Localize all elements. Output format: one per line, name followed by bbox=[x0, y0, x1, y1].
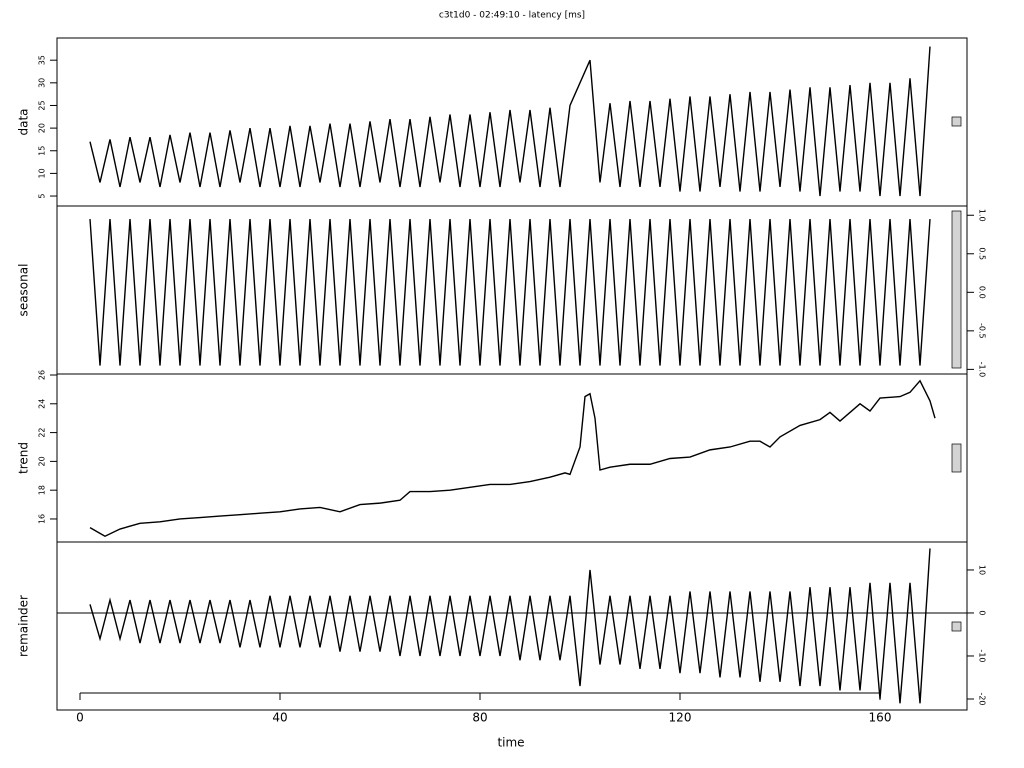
y-tick-label: 16 bbox=[38, 514, 47, 524]
y-tick-label: 20 bbox=[38, 123, 47, 133]
y-tick-label: 5 bbox=[38, 193, 47, 198]
y-axis-label: remainder bbox=[17, 595, 31, 657]
y-tick-label: -1.0 bbox=[978, 362, 987, 378]
y-tick-label: 22 bbox=[38, 427, 47, 437]
x-tick-label: 160 bbox=[869, 711, 892, 725]
data-line bbox=[89, 219, 931, 366]
panel-frame bbox=[56, 541, 968, 711]
y-tick-label: 1.0 bbox=[978, 209, 987, 222]
range-bar bbox=[951, 210, 962, 369]
data-line bbox=[89, 548, 931, 704]
y-tick-label: 26 bbox=[38, 370, 47, 380]
y-tick-label: 0.5 bbox=[978, 247, 987, 260]
y-tick-label: 0 bbox=[978, 610, 987, 615]
y-tick-label: 30 bbox=[38, 78, 47, 88]
x-tick-label: 0 bbox=[76, 711, 84, 725]
x-axis-label: time bbox=[497, 736, 524, 750]
y-tick-label: -20 bbox=[978, 692, 987, 705]
range-bar bbox=[951, 116, 962, 127]
y-tick-label: 25 bbox=[38, 100, 47, 110]
y-tick-label: 35 bbox=[38, 55, 47, 65]
y-tick-label: 24 bbox=[38, 399, 47, 409]
data-line bbox=[89, 46, 931, 197]
x-tick-label: 40 bbox=[272, 711, 287, 725]
x-tick-label: 80 bbox=[472, 711, 487, 725]
y-axis-label: seasonal bbox=[17, 264, 31, 317]
range-bar bbox=[951, 443, 962, 473]
y-tick-label: 10 bbox=[38, 168, 47, 178]
y-tick-label: -10 bbox=[978, 649, 987, 662]
y-tick-label: -0.5 bbox=[978, 323, 987, 339]
y-tick-label: 15 bbox=[38, 146, 47, 156]
y-tick-label: 0.0 bbox=[978, 286, 987, 299]
x-tick-label: 120 bbox=[669, 711, 692, 725]
range-bar bbox=[951, 621, 962, 632]
y-axis-label: trend bbox=[17, 442, 31, 474]
data-line bbox=[89, 379, 936, 538]
chart-title: c3t1d0 - 02:49:10 - latency [ms] bbox=[439, 11, 585, 21]
y-tick-label: 18 bbox=[38, 485, 47, 495]
y-axis-label: data bbox=[17, 108, 31, 135]
y-tick-label: 20 bbox=[38, 456, 47, 466]
y-tick-label: 10 bbox=[978, 565, 987, 575]
